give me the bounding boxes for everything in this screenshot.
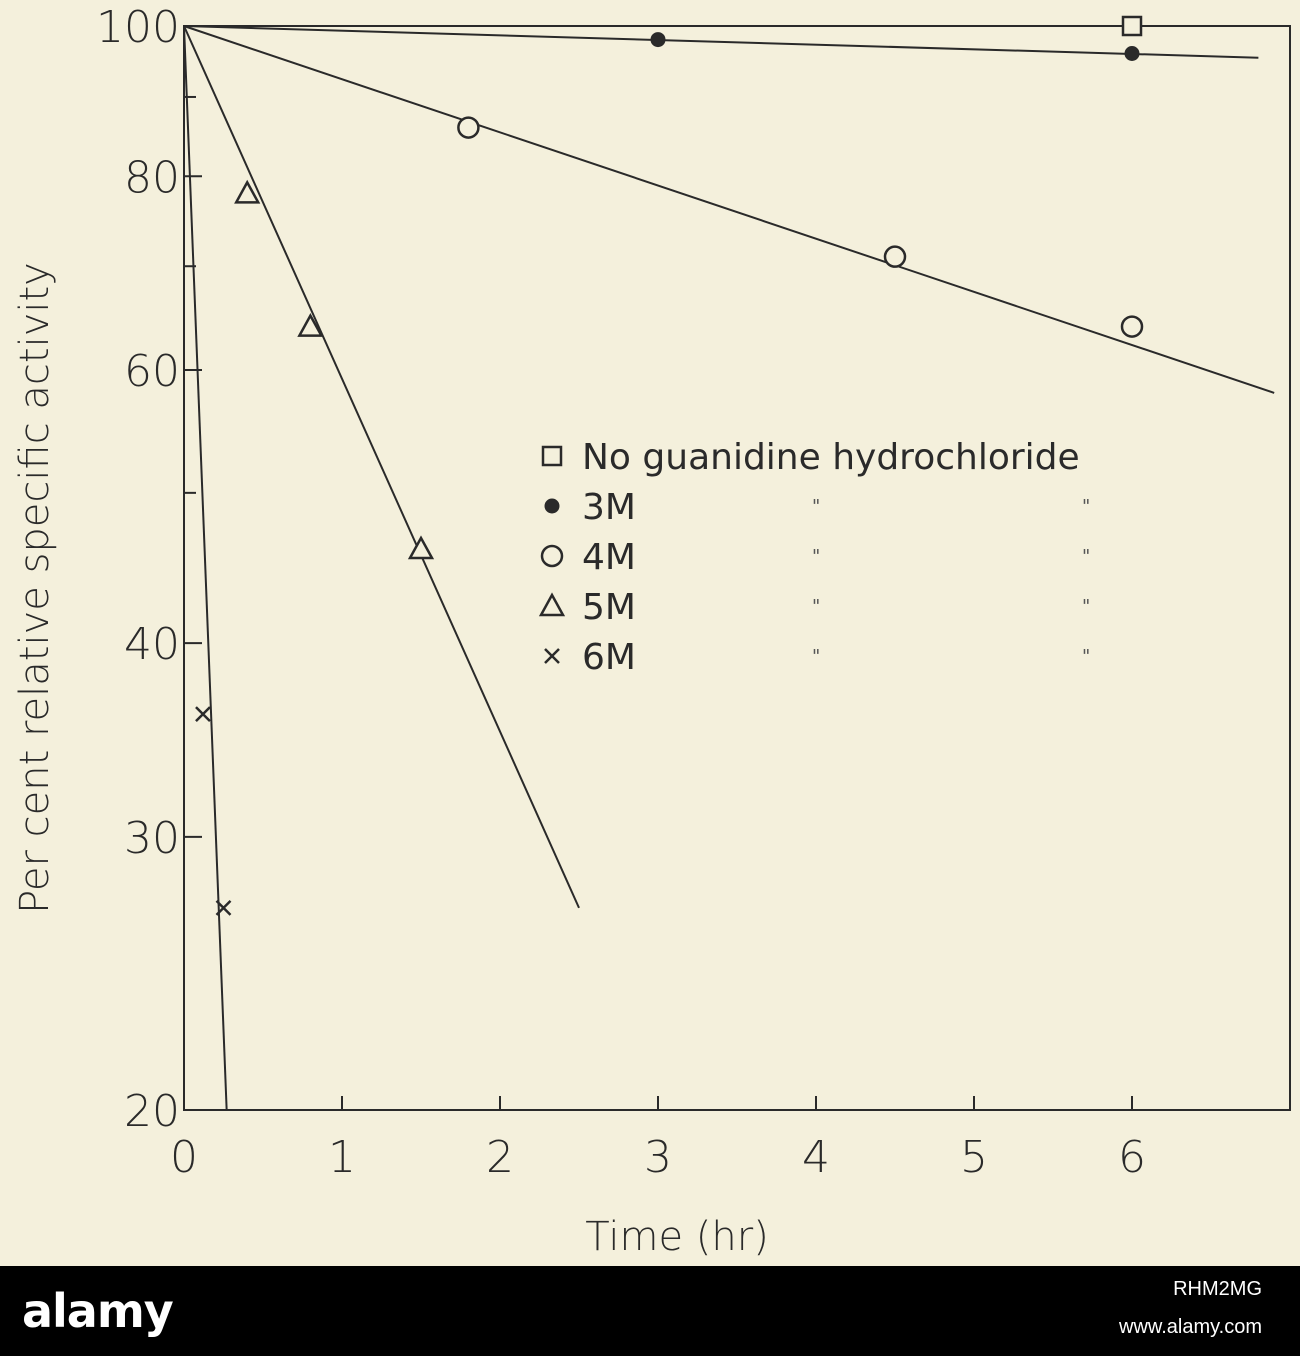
- data-point-series-2: [650, 32, 666, 48]
- x-tick-label: 5: [960, 1132, 988, 1183]
- legend-ditto: ": [1082, 646, 1090, 667]
- chart-area: 0 1 2 3 4 5 6 20 30 40 60 80 100 Time (hr) Per cent re…: [12, 2, 1291, 1260]
- data-point-series-3: [1120, 315, 1144, 338]
- image-id: RHM2MG: [1173, 1278, 1262, 1300]
- legend-ditto: ": [1082, 596, 1090, 617]
- site-url: www.alamy.com: [1119, 1316, 1262, 1338]
- marker-shape: [883, 245, 907, 268]
- y-tick-label: 100: [96, 2, 180, 53]
- legend-ditto: ": [812, 496, 820, 517]
- legend-label-1: No guanidine hydrochloride: [582, 437, 1080, 478]
- marker-shape: [297, 312, 324, 337]
- marker-shape: [1121, 15, 1143, 37]
- data-point-series-4: [234, 179, 261, 204]
- y-tick-label: 30: [124, 813, 180, 864]
- marker-shape: [544, 498, 560, 514]
- x-tick-label: 0: [170, 1132, 198, 1183]
- legend-label-2: 3M: [582, 487, 636, 528]
- legend-label-4: 5M: [582, 587, 636, 628]
- data-point-series-5: [215, 899, 232, 916]
- series-line-2: [183, 25, 1259, 59]
- marker-shape: [538, 592, 566, 617]
- legend-marker-5: [544, 648, 560, 664]
- marker-shape: [234, 179, 261, 204]
- legend-label-3: 4M: [582, 537, 636, 578]
- legend-marker-2: [544, 498, 560, 514]
- legend-label-5: 6M: [582, 637, 636, 678]
- series-line-3: [183, 25, 1275, 394]
- legend-ditto: ": [1082, 496, 1090, 517]
- data-point-series-4: [407, 535, 435, 560]
- data-point-series-1: [1121, 15, 1143, 37]
- x-axis-title: Time (hr): [585, 1214, 769, 1260]
- x-tick-label: 1: [328, 1132, 356, 1183]
- data-point-series-2: [1124, 45, 1140, 61]
- legend-ditto: ": [1082, 546, 1090, 567]
- x-tick-label: 4: [802, 1132, 830, 1183]
- legend-ditto: ": [812, 546, 820, 567]
- marker-shape: [457, 116, 480, 139]
- chart: 0 1 2 3 4 5 6 20 30 40 60 80 100 Time (hr) Per cent re…: [12, 2, 1291, 1260]
- x-tick-label: 6: [1118, 1132, 1146, 1183]
- data-point-series-3: [457, 116, 480, 139]
- marker-shape: [540, 544, 564, 568]
- marker-shape: [407, 535, 435, 560]
- data-point-series-4: [297, 312, 324, 337]
- series-line-4: [183, 25, 580, 909]
- y-tick-label: 60: [124, 346, 180, 397]
- y-axis-title: Per cent relative specific activity: [12, 262, 58, 914]
- legend-ditto: ": [812, 646, 820, 667]
- plot-frame: [183, 25, 1291, 1111]
- y-tick-label: 40: [124, 619, 180, 670]
- y-tick-label: 20: [124, 1086, 180, 1137]
- legend-marker-3: [540, 544, 564, 568]
- brand-logo: alamy: [22, 1284, 174, 1338]
- data-point-series-3: [883, 245, 907, 268]
- marker-shape: [544, 648, 560, 664]
- marker-shape: [215, 899, 232, 916]
- watermark-footer: alamy RHM2MG www.alamy.com: [0, 1266, 1300, 1356]
- marker-shape: [1124, 45, 1140, 61]
- legend-ditto: ": [812, 596, 820, 617]
- marker-shape: [1120, 315, 1144, 338]
- legend-marker-1: [541, 445, 563, 467]
- marker-shape: [195, 706, 211, 722]
- series-line-5: [183, 25, 228, 1111]
- x-tick-label: 2: [486, 1132, 514, 1183]
- x-tick-label: 3: [644, 1132, 672, 1183]
- marker-shape: [541, 445, 563, 467]
- legend-marker-4: [538, 592, 566, 617]
- data-point-series-5: [195, 706, 211, 722]
- y-tick-label: 80: [124, 152, 180, 203]
- marker-shape: [650, 32, 666, 48]
